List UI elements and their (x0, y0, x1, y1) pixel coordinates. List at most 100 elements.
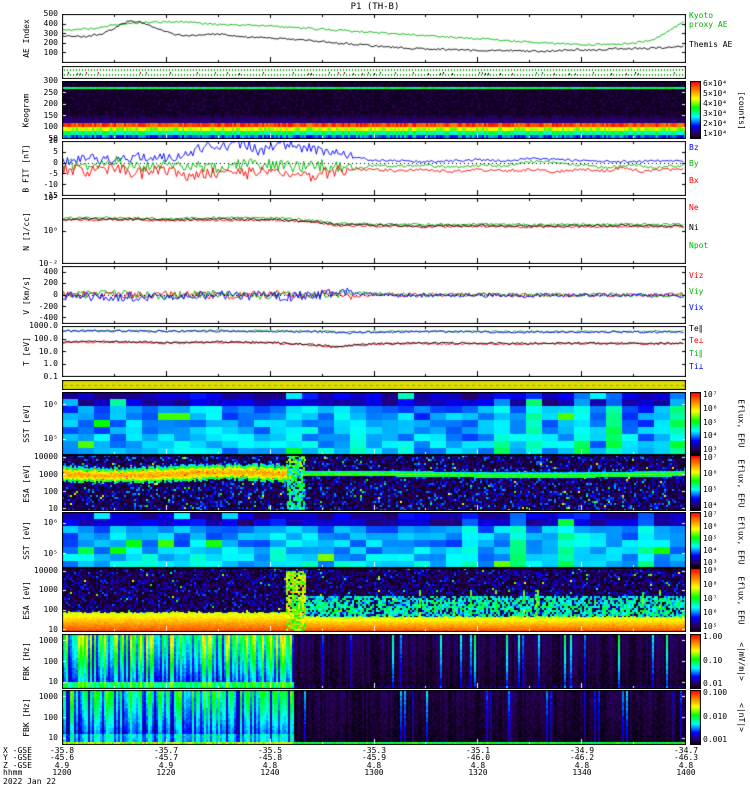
colorbar-tick-label: 2×10⁴ (703, 119, 728, 128)
colorbar-esa_ele (690, 568, 701, 632)
colorbar-tick-label: 10⁶ (703, 469, 718, 478)
colorbar-unit-text: [counts] (737, 90, 746, 130)
colorbar-unit-sst_ion: Eflux, EFU (734, 392, 749, 455)
y-axis-label-esa_ion: ESA [eV] (12, 455, 40, 511)
y-tick-label: 10⁻² (38, 259, 58, 268)
ephemeris-row-label: X -GSE (3, 746, 32, 755)
velocity-canvas (62, 266, 686, 324)
ephemeris-value: 4.8 (678, 760, 694, 770)
ephemeris-value: 4.8 (470, 760, 486, 770)
colorbar-tick-label: 10⁷ (703, 390, 718, 399)
y-tick-label: 100.0 (33, 333, 58, 343)
colorbar-tick-label: 10⁸ (703, 580, 718, 589)
ephemeris-value: -46.0 (465, 753, 491, 763)
legend-temperature: Te⊥ (689, 336, 704, 346)
station_strip-canvas (62, 66, 686, 79)
panel-keogram (62, 81, 686, 139)
ephemeris-row-label: Y -GSE (3, 753, 32, 763)
colorbar-tick-label: 0.01 (703, 679, 723, 688)
colorbar-tick-label: 10³ (703, 445, 718, 454)
y-tick-label: 10⁵ (43, 434, 58, 444)
y-tick-label: -400 (38, 313, 58, 323)
y-tick-label: 100 (43, 656, 58, 666)
legend-temperature: Te∥ (689, 323, 703, 333)
y-tick-label: 1000 (38, 585, 58, 595)
colorbar-unit-sst_ele: Eflux, EFU (734, 512, 749, 568)
legend-velocity: Viz (689, 271, 704, 281)
panel-b_fit (62, 141, 686, 196)
ephemeris-value: -35.1 (465, 746, 491, 755)
colorbar-tick-label: 6×10⁴ (703, 79, 728, 88)
y-tick-label: -15 (43, 191, 58, 200)
ephemeris-row-label: Z -GSE (3, 760, 32, 770)
y-axis-label-text: ESA [eV] (21, 463, 31, 503)
colorbar-tick-label: 10⁶ (703, 403, 718, 413)
legend-temperature: Ti∥ (689, 349, 703, 359)
colorbar-sst_ion (690, 392, 701, 455)
colorbar-tick-label: 0.010 (703, 711, 728, 721)
colorbar-tick-label: 10⁹ (703, 566, 718, 575)
colorbar-unit-text: Eflux, EFU (737, 575, 747, 625)
ephemeris-value: -45.7 (153, 753, 179, 763)
y-tick-label: 500 (43, 9, 58, 18)
colorbar-unit-text: <|nT|> (737, 703, 746, 732)
ephemeris-value: 4.8 (262, 760, 278, 770)
ephemeris-value: -45.9 (361, 753, 387, 763)
colorbar-unit-esa_ele: Eflux, EFU (734, 568, 749, 632)
density-canvas (62, 198, 686, 264)
panel-sst_ele (62, 512, 686, 568)
colorbar-tick-label: 10⁴ (703, 546, 718, 555)
y-tick-label: 250 (43, 87, 58, 97)
y-tick-label: 1000 (38, 691, 58, 701)
temperature-canvas (62, 326, 686, 377)
y-tick-label: 200 (43, 38, 58, 48)
time-tick-label: 1200 (52, 768, 72, 778)
time-tick-label: 1340 (572, 768, 592, 778)
ephemeris-value: -35.3 (361, 746, 387, 755)
y-tick-label: 100 (43, 48, 58, 58)
y-tick-label: 400 (43, 266, 58, 276)
colorbar-tick-label: 10⁶ (703, 608, 718, 617)
time-tick-label: 1220 (156, 768, 176, 778)
colorbar-fbk_e (690, 634, 701, 689)
colorbar-tick-label: 0.100 (703, 688, 728, 697)
panel-temperature (62, 326, 686, 377)
panel-esa_ion (62, 455, 686, 511)
y-tick-label: -5 (48, 169, 58, 178)
ephemeris-value: 4.9 (158, 760, 174, 770)
y-tick-label: 10⁵ (43, 549, 58, 558)
colorbar-tick-label: 3×10⁴ (703, 109, 728, 118)
esa_ion-canvas (62, 455, 686, 511)
y-tick-label: 1000 (38, 635, 58, 645)
colorbar-sst_ele (690, 512, 701, 568)
ephemeris-value: 4.8 (366, 760, 382, 770)
y-tick-label: 10⁶ (43, 518, 58, 528)
colorbar-unit-text: Eflux, EFU (737, 458, 747, 508)
panel-fbk_e (62, 634, 686, 689)
legend-density: Npot (689, 240, 709, 250)
y-tick-label: 100 (43, 122, 58, 132)
colorbar-tick-label: 10⁶ (703, 522, 718, 531)
colorbar-tick-label: 10⁵ (703, 534, 718, 543)
y-tick-label: 100 (43, 712, 58, 722)
legend-velocity: Vix (689, 302, 704, 312)
y-tick-label: 1.0 (43, 359, 58, 369)
y-tick-label: 10 (48, 677, 58, 687)
y-tick-label: 100 (43, 486, 58, 496)
ephemeris-value: -35.5 (257, 746, 283, 755)
y-tick-label: 10² (43, 193, 58, 202)
panel-fbk_b (62, 690, 686, 745)
legend-ae_index: Themis AE (689, 40, 733, 50)
y-tick-label: 0.1 (43, 372, 58, 381)
colorbar-unit-fbk_b: <|nT|> (734, 690, 749, 745)
legend-density: Ne (689, 202, 699, 212)
ephemeris-value: -35.7 (153, 746, 179, 755)
y-tick-label: 400 (43, 18, 58, 28)
ephemeris-value: -45.8 (257, 753, 283, 763)
y-tick-label: 50 (48, 134, 58, 143)
panel-station_strip (62, 66, 686, 79)
ephemeris-value: -46.3 (673, 753, 699, 763)
y-tick-label: 10 (48, 136, 58, 145)
colorbar-unit-fbk_e: <|mV/m|> (734, 634, 749, 689)
ephemeris-value: -34.7 (673, 746, 699, 755)
